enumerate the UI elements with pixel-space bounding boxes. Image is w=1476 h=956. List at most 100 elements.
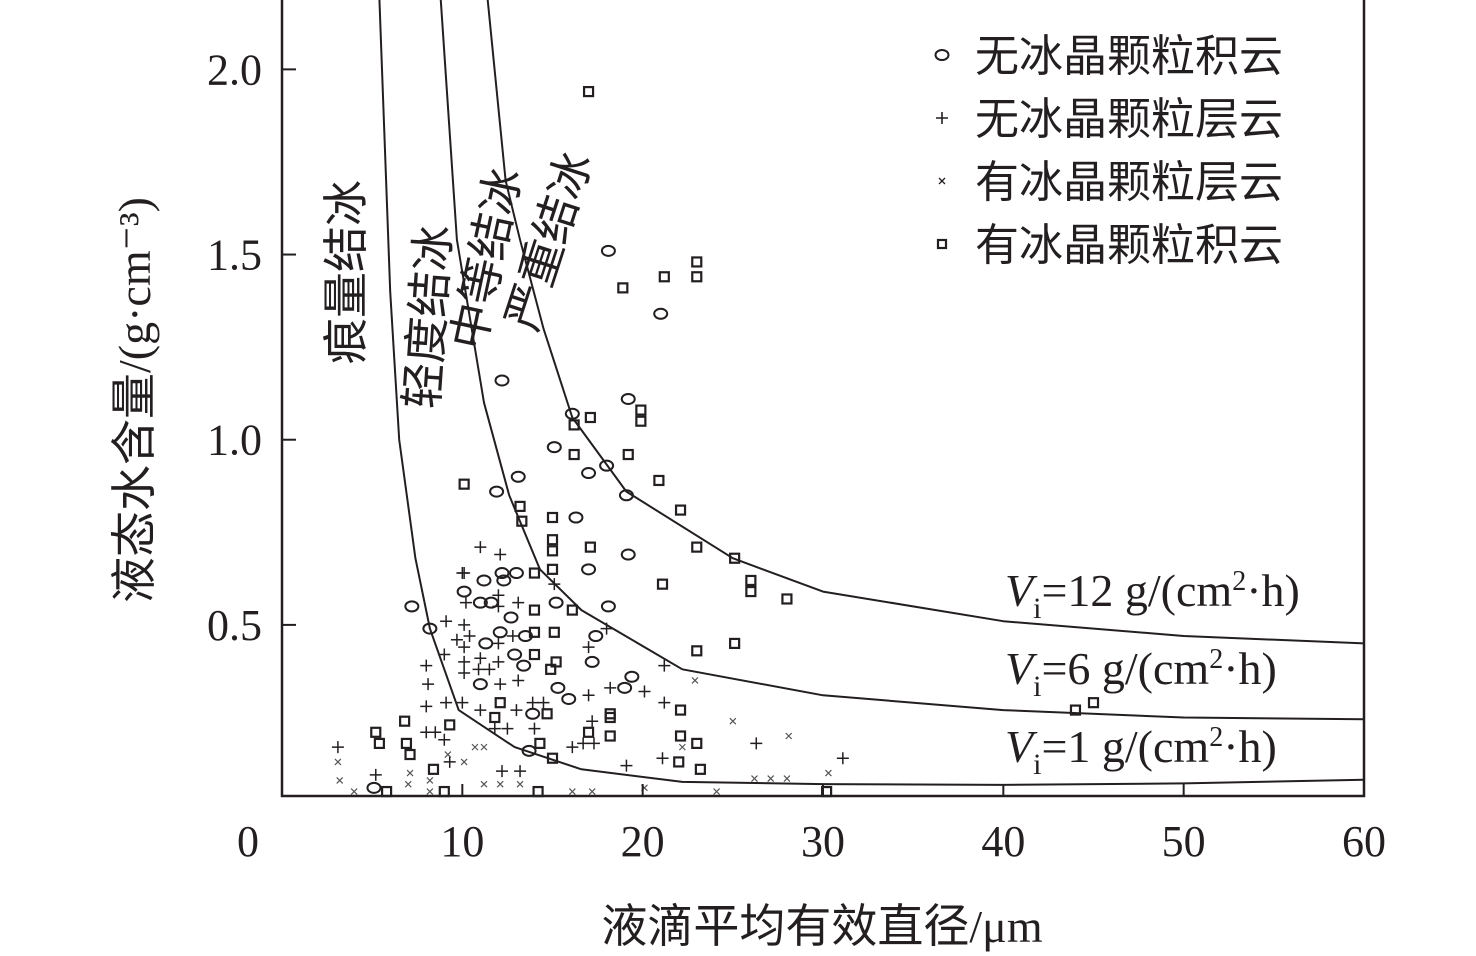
- point-plus: [443, 755, 456, 768]
- point-square: [635, 404, 647, 416]
- point-x: [336, 777, 344, 784]
- point-square: [444, 719, 456, 731]
- point-plus: [526, 696, 539, 709]
- point-x: [350, 788, 358, 795]
- point-x: [691, 677, 699, 684]
- point-plus: [438, 733, 451, 746]
- legend-label: 有冰晶颗粒积云: [975, 221, 1283, 270]
- point-square: [582, 726, 595, 738]
- point-square: [617, 282, 629, 294]
- point-x: [496, 780, 504, 788]
- legend-label: 有冰晶颗粒层云: [975, 158, 1283, 207]
- legend-square-icon: [936, 238, 948, 250]
- axis-ticks: 0 10 20 30 40 50 60 0.5 1.0 1.5 2.0: [207, 45, 1386, 866]
- x-tick-label: 0: [237, 817, 259, 866]
- point-circle: [422, 622, 438, 635]
- point-square: [568, 419, 580, 431]
- point-plus: [488, 722, 501, 735]
- point-x: [480, 743, 488, 751]
- point-square: [546, 545, 559, 557]
- point-x: [678, 743, 686, 751]
- curve-label: Vi=1 g/(cm2·h): [1005, 721, 1277, 781]
- y-axis-label: 液态水含量/(g·cm⁻³): [109, 197, 160, 603]
- point-circle: [510, 470, 526, 483]
- point-x: [516, 780, 524, 788]
- point-square: [548, 626, 560, 638]
- x-tick-label: 50: [1162, 817, 1206, 866]
- point-plus: [548, 578, 561, 591]
- point-square: [691, 256, 703, 268]
- point-x: [767, 775, 775, 783]
- point-circle: [508, 567, 524, 580]
- point-square: [584, 541, 596, 553]
- point-plus: [514, 765, 527, 778]
- point-plus: [458, 618, 471, 631]
- point-square: [729, 637, 741, 650]
- point-circle: [617, 681, 633, 694]
- curve-label: Vi=6 g/(cm2·h): [1005, 643, 1277, 703]
- x-tick-label: 30: [801, 817, 845, 866]
- point-square: [516, 515, 528, 527]
- point-plus: [566, 741, 579, 754]
- y-tick-label: 2.0: [207, 45, 262, 94]
- point-circle: [581, 467, 597, 480]
- point-square: [546, 511, 559, 524]
- point-plus: [422, 678, 435, 691]
- point-plus: [458, 655, 471, 668]
- point-square: [729, 552, 741, 564]
- point-plus: [456, 696, 469, 709]
- point-x: [783, 775, 791, 783]
- point-plus: [494, 678, 507, 691]
- point-plus: [459, 596, 472, 609]
- point-square: [691, 271, 703, 283]
- point-square: [604, 711, 616, 724]
- point-plus: [528, 722, 541, 735]
- point-square: [370, 726, 382, 738]
- point-square: [674, 504, 687, 516]
- point-plus: [600, 622, 613, 635]
- point-x: [588, 788, 596, 795]
- point-square: [400, 737, 413, 750]
- point-circle: [581, 563, 597, 576]
- curve-label: Vi=12 g/(cm2·h): [1005, 565, 1300, 625]
- point-plus: [582, 641, 595, 654]
- point-circle: [476, 574, 492, 587]
- point-square: [745, 574, 757, 587]
- point-plus: [440, 696, 453, 709]
- point-square: [404, 748, 416, 761]
- point-square: [546, 752, 559, 764]
- point-square: [781, 593, 793, 605]
- point-square: [656, 578, 669, 590]
- point-circle: [548, 596, 564, 609]
- point-circle: [525, 707, 541, 720]
- point-circle: [546, 441, 562, 454]
- point-x: [406, 769, 414, 777]
- point-plus: [658, 659, 671, 672]
- point-circle: [492, 626, 508, 639]
- legend: 无冰晶颗粒积云 无冰晶颗粒层云 有冰晶颗粒层云 有冰晶颗粒积云: [934, 32, 1283, 270]
- point-x: [480, 780, 488, 788]
- point-plus: [463, 630, 476, 643]
- data-points: [331, 85, 1100, 798]
- x-axis-label: 液滴平均有效直径/μm: [601, 901, 1042, 952]
- point-square: [528, 648, 541, 661]
- point-circle: [561, 692, 577, 705]
- point-square: [568, 448, 580, 461]
- legend-plus-icon: [936, 112, 948, 124]
- point-circle: [366, 781, 382, 794]
- point-plus: [456, 567, 469, 580]
- point-plus: [537, 696, 550, 709]
- point-plus: [620, 759, 633, 772]
- legend-label: 无冰晶颗粒积云: [975, 32, 1283, 81]
- point-square: [427, 763, 440, 775]
- point-x: [460, 758, 468, 766]
- point-x: [568, 788, 576, 795]
- point-plus: [450, 633, 463, 646]
- point-square: [380, 785, 393, 798]
- point-plus: [656, 752, 669, 765]
- point-plus: [492, 655, 505, 668]
- point-plus: [438, 648, 451, 661]
- point-x: [729, 717, 737, 725]
- point-square: [674, 730, 687, 742]
